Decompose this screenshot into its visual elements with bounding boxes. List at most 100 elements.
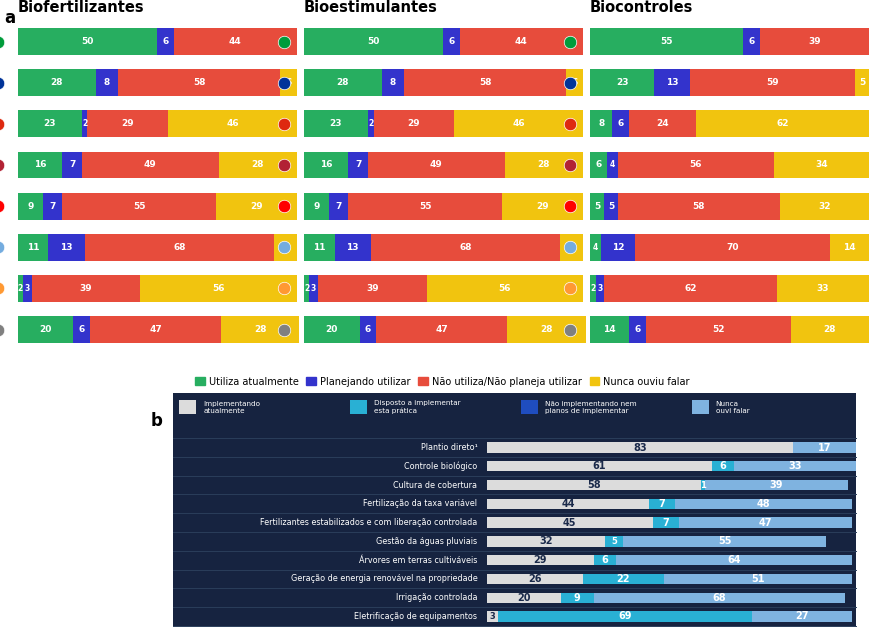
Text: 17: 17 <box>818 443 831 452</box>
Text: 56: 56 <box>498 284 511 293</box>
Bar <box>487 555 594 565</box>
Text: 5: 5 <box>858 78 865 87</box>
Bar <box>382 69 404 96</box>
Bar <box>368 111 373 137</box>
Bar <box>487 442 793 453</box>
Text: 23: 23 <box>43 120 56 128</box>
Text: 55: 55 <box>419 202 431 211</box>
Text: 14: 14 <box>843 243 856 252</box>
Text: 46: 46 <box>512 120 525 128</box>
Bar <box>774 152 869 179</box>
Text: 47: 47 <box>758 518 772 528</box>
Bar <box>427 275 583 302</box>
Bar <box>42 192 62 220</box>
Text: 51: 51 <box>751 574 765 584</box>
Bar <box>487 593 560 603</box>
Text: Irrigação controlada: Irrigação controlada <box>396 593 477 602</box>
Text: 56: 56 <box>689 160 702 169</box>
Text: 16: 16 <box>319 160 333 169</box>
Bar <box>712 461 734 472</box>
Bar <box>73 316 90 343</box>
Text: 7: 7 <box>662 518 669 528</box>
Text: 33: 33 <box>817 284 829 293</box>
Text: Cultura de cobertura: Cultura de cobertura <box>394 481 477 489</box>
Text: 8: 8 <box>282 243 289 252</box>
Text: 44: 44 <box>229 37 242 46</box>
Bar <box>304 152 349 179</box>
Text: Fertilização da taxa variável: Fertilização da taxa variável <box>364 499 477 508</box>
Text: 23: 23 <box>616 78 628 87</box>
FancyBboxPatch shape <box>521 400 538 414</box>
Bar <box>590 234 601 260</box>
Text: 2: 2 <box>18 284 23 293</box>
Bar <box>594 555 616 565</box>
Text: 29: 29 <box>250 202 263 211</box>
Bar <box>734 461 856 472</box>
Text: 6: 6 <box>720 461 727 471</box>
Bar <box>704 480 849 490</box>
Text: Implementando
atualmente: Implementando atualmente <box>204 401 260 414</box>
Text: 83: 83 <box>633 443 647 452</box>
Text: 4: 4 <box>610 160 615 169</box>
Bar <box>696 111 869 137</box>
Text: 47: 47 <box>150 325 162 334</box>
Text: 68: 68 <box>459 243 472 252</box>
Text: 20: 20 <box>40 325 52 334</box>
Bar <box>793 442 856 453</box>
Text: 44: 44 <box>515 37 527 46</box>
Bar <box>219 152 296 179</box>
Bar <box>752 611 852 621</box>
Text: 11: 11 <box>313 243 326 252</box>
Text: 27: 27 <box>796 611 809 621</box>
Bar <box>487 461 712 472</box>
Text: 61: 61 <box>593 461 606 471</box>
Text: 2: 2 <box>82 120 88 128</box>
Bar <box>280 69 296 96</box>
Bar <box>304 234 335 260</box>
Bar <box>487 518 653 528</box>
Text: 7: 7 <box>69 160 75 169</box>
Bar <box>335 234 371 260</box>
Text: 34: 34 <box>815 160 827 169</box>
Text: 28: 28 <box>540 325 553 334</box>
Bar <box>18 28 158 55</box>
Text: 58: 58 <box>193 78 205 87</box>
Text: 26: 26 <box>528 574 542 584</box>
Bar <box>604 192 618 220</box>
Bar <box>498 611 752 621</box>
Text: 58: 58 <box>479 78 491 87</box>
Text: 2: 2 <box>590 284 596 293</box>
Text: 8: 8 <box>568 243 574 252</box>
Bar <box>650 499 675 509</box>
Text: 32: 32 <box>539 537 552 547</box>
Text: 6: 6 <box>365 325 371 334</box>
Bar <box>791 316 869 343</box>
Text: 14: 14 <box>604 325 616 334</box>
Bar <box>594 593 844 603</box>
Bar <box>49 234 85 260</box>
Bar <box>590 28 743 55</box>
Text: 1: 1 <box>700 481 705 489</box>
Text: 28: 28 <box>336 78 350 87</box>
Text: 9: 9 <box>313 202 319 211</box>
Text: 11: 11 <box>27 243 39 252</box>
Text: 5: 5 <box>594 202 600 211</box>
Bar <box>487 611 498 621</box>
Bar <box>743 28 760 55</box>
Text: Eletrificação de equipamentos: Eletrificação de equipamentos <box>354 612 477 621</box>
Bar <box>96 69 118 96</box>
Bar <box>359 316 376 343</box>
Text: 9: 9 <box>27 202 34 211</box>
Text: 28: 28 <box>50 78 63 87</box>
Text: 49: 49 <box>144 160 157 169</box>
Bar <box>81 152 219 179</box>
Bar <box>560 234 583 260</box>
Bar <box>304 69 382 96</box>
Bar <box>371 234 560 260</box>
Bar <box>855 69 869 96</box>
Text: 58: 58 <box>587 480 601 490</box>
Text: 9: 9 <box>573 593 581 603</box>
Bar <box>274 234 296 260</box>
Text: 6: 6 <box>79 325 85 334</box>
Text: 3: 3 <box>311 284 316 293</box>
